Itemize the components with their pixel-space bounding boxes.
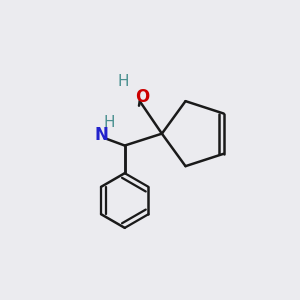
Text: O: O (135, 88, 149, 106)
Text: H: H (103, 115, 115, 130)
Text: H: H (118, 74, 129, 89)
Text: N: N (94, 126, 108, 144)
